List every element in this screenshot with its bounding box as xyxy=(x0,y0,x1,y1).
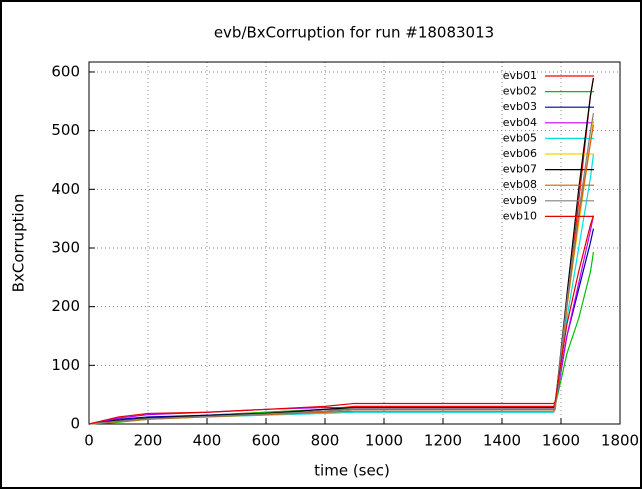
series-line xyxy=(88,215,595,425)
x-tick-label: 0 xyxy=(84,432,94,450)
x-tick-label: 1400 xyxy=(483,432,521,450)
series-line xyxy=(88,112,595,425)
legend-label: evb04 xyxy=(503,116,537,129)
y-tick-label: 100 xyxy=(51,356,80,374)
x-tick-label: 1200 xyxy=(424,432,462,450)
y-tick-label: 500 xyxy=(51,121,80,139)
legend-label: evb10 xyxy=(503,209,537,222)
x-tick-label: 1800 xyxy=(601,432,639,450)
x-tick-label: 1600 xyxy=(542,432,580,450)
x-tick-label: 600 xyxy=(252,432,281,450)
legend-label: evb02 xyxy=(503,85,537,98)
legend-label: evb09 xyxy=(503,194,537,207)
y-tick-label: 300 xyxy=(51,238,80,256)
y-tick-label: 0 xyxy=(70,415,80,433)
legend-label: evb03 xyxy=(503,100,537,113)
legend-label: evb08 xyxy=(503,178,537,191)
y-tick-label: 600 xyxy=(51,62,80,80)
y-axis-label: BxCorruption xyxy=(10,194,28,293)
x-tick-label: 1000 xyxy=(365,432,403,450)
legend-label: evb05 xyxy=(503,131,537,144)
legend-label: evb06 xyxy=(503,147,537,160)
plot-border xyxy=(88,61,621,425)
x-axis-label: time (sec) xyxy=(314,462,390,480)
x-tick-label: 400 xyxy=(193,432,222,450)
x-tick-label: 200 xyxy=(134,432,163,450)
y-tick-label: 200 xyxy=(51,297,80,315)
y-tick-label: 400 xyxy=(51,180,80,198)
chart-title: evb/BxCorruption for run #18083013 xyxy=(214,24,494,42)
x-tick-label: 800 xyxy=(311,432,340,450)
legend-label: evb01 xyxy=(503,69,537,82)
legend-label: evb07 xyxy=(503,163,537,176)
